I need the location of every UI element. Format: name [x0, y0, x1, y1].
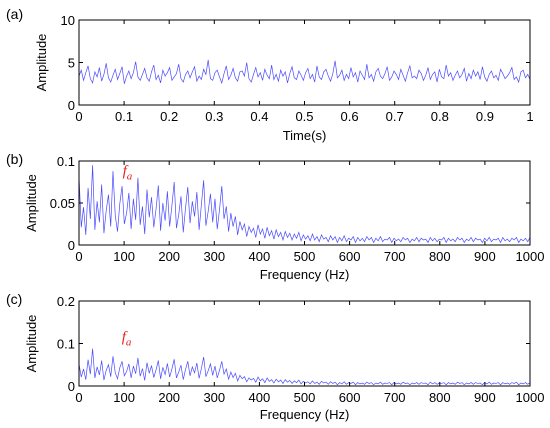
plot-frame [78, 300, 531, 387]
y-tick-label: 0 [68, 98, 75, 113]
x-tick-label: 0.3 [205, 109, 223, 124]
x-tick-label: 0 [75, 390, 82, 405]
x-tick-label: 400 [249, 390, 271, 405]
x-axis-label: Time(s) [283, 128, 327, 143]
annotation-subscript: a [126, 336, 132, 348]
y-axis-label: Amplitude [34, 34, 49, 92]
y-tick-label: 5 [68, 56, 75, 71]
x-tick-label: 0.6 [341, 109, 359, 124]
chart-panel-0: (a)0 0.1 0.2 0.3 0.4 0.5 0.6 0.7 0.8 0.9 10510Time… [6, 6, 534, 143]
series-line-0 [78, 165, 531, 244]
x-tick-label: 600 [339, 249, 361, 264]
x-tick-label: 200 [158, 249, 180, 264]
x-tick-label: 200 [158, 390, 180, 405]
panel-tag: (a) [6, 6, 23, 22]
y-tick-label: 0.2 [57, 294, 75, 309]
x-tick-label: 0 [75, 109, 82, 124]
plot-frame [78, 19, 531, 106]
x-axis-label: Frequency (Hz) [260, 407, 350, 422]
x-tick-label: 300 [203, 249, 225, 264]
x-tick-label: 900 [474, 390, 496, 405]
x-tick-label: 0.2 [160, 109, 178, 124]
x-tick-label: 100 [113, 249, 135, 264]
y-axis-label: Amplitude [24, 174, 39, 232]
x-tick-label: 500 [294, 249, 316, 264]
annotation-symbol: f [123, 163, 129, 179]
x-tick-label: 500 [294, 390, 316, 405]
annotation-fa: fa [123, 163, 133, 182]
y-tick-label: 0.1 [57, 154, 75, 169]
annotation-symbol: f [122, 329, 128, 345]
series-line-0 [78, 348, 531, 386]
x-tick-label: 1 [526, 109, 533, 124]
series-line-0 [78, 59, 531, 85]
chart-panel-1: (b) 0 100 200 300 400 500 600 700 800 900 1000 0 0.05… [6, 151, 544, 282]
x-tick-label: 100 [113, 390, 135, 405]
x-tick-label: 600 [339, 390, 361, 405]
x-tick-label: 0.8 [431, 109, 449, 124]
x-tick-label: 0.1 [115, 109, 133, 124]
x-tick-label: 1000 [516, 390, 545, 405]
x-tick-label: 0 [75, 249, 82, 264]
x-tick-label: 300 [203, 390, 225, 405]
annotation-subscript: a [127, 170, 133, 182]
panel-tag: (c) [6, 291, 22, 307]
x-tick-label: 800 [429, 249, 451, 264]
panel-tag: (b) [6, 151, 23, 167]
chart-panel-2: (c) 0 100 200 300 400 500 600 700 800 900 1000 0 0.1 0… [6, 291, 544, 422]
x-tick-label: 700 [384, 390, 406, 405]
x-tick-label: 0.7 [386, 109, 404, 124]
x-tick-label: 0.9 [476, 109, 494, 124]
y-tick-label: 0.05 [50, 196, 75, 211]
y-tick-label: 0 [68, 238, 75, 253]
x-axis-label: Frequency (Hz) [260, 267, 350, 282]
y-tick-label: 0 [68, 379, 75, 394]
x-tick-label: 0.4 [250, 109, 268, 124]
y-tick-label: 0.1 [57, 337, 75, 352]
y-tick-label: 10 [61, 13, 75, 28]
x-tick-label: 400 [249, 249, 271, 264]
y-axis-label: Amplitude [24, 315, 39, 373]
x-tick-label: 900 [474, 249, 496, 264]
x-tick-label: 0.5 [295, 109, 313, 124]
x-tick-label: 1000 [516, 249, 545, 264]
annotation-fa: fa [122, 329, 132, 348]
x-tick-label: 800 [429, 390, 451, 405]
x-tick-label: 700 [384, 249, 406, 264]
